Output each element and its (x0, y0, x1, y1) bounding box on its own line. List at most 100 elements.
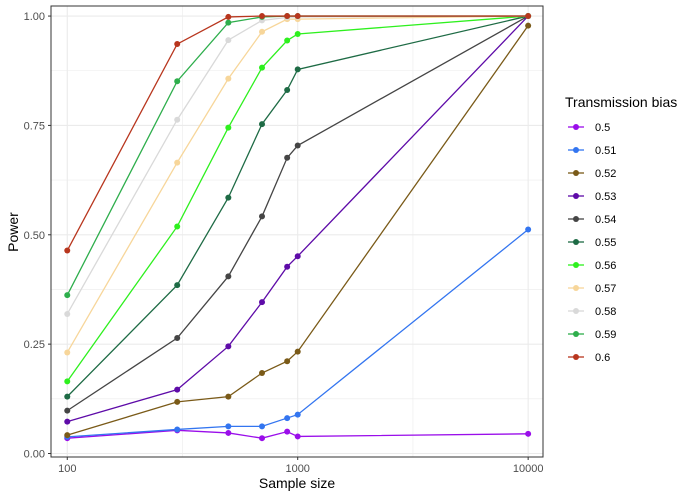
data-point (174, 41, 181, 48)
data-point (225, 273, 232, 280)
series-0.52 (64, 22, 532, 439)
legend-item: 0.51 (568, 145, 616, 157)
series-group (64, 13, 532, 442)
data-point (174, 116, 181, 123)
data-point (225, 423, 232, 430)
y-tick-label: 0.75 (24, 120, 45, 132)
data-point (525, 13, 532, 20)
data-point (225, 393, 232, 400)
legend-item: 0.52 (568, 168, 616, 180)
x-tick-label: 100 (58, 463, 76, 475)
data-point (64, 310, 71, 317)
panel-border (50, 5, 544, 458)
legend-key-point (573, 331, 579, 337)
legend-title: Transmission bias (565, 94, 677, 110)
data-point (174, 335, 181, 342)
legend-item: 0.56 (568, 260, 616, 272)
data-point (259, 299, 266, 306)
data-point (64, 418, 71, 425)
legend-key-point (573, 170, 579, 176)
data-point (294, 30, 301, 37)
legend-key-point (573, 124, 579, 130)
legend-key-point (573, 262, 579, 268)
x-tick-label: 10000 (513, 463, 544, 475)
legend-key-point (573, 354, 579, 360)
legend-key-point (573, 193, 579, 199)
legend-item: 0.53 (568, 191, 616, 203)
data-point (294, 348, 301, 355)
data-point (259, 370, 266, 377)
legend-key-point (573, 216, 579, 222)
legend-key-point (573, 308, 579, 314)
data-point (294, 433, 301, 440)
data-point (284, 263, 291, 270)
series-0.51 (64, 226, 532, 440)
legend-key-point (573, 239, 579, 245)
x-axis-title: Sample size (259, 475, 335, 491)
data-point (174, 426, 181, 433)
legend: Transmission bias 0.5 0.51 0.52 0.53 0.54 0.5… (565, 94, 677, 364)
data-point (284, 37, 291, 44)
legend-item: 0.54 (568, 214, 616, 226)
data-point (294, 66, 301, 73)
y-tick-label: 0.00 (24, 449, 45, 461)
legend-label: 0.57 (595, 283, 616, 295)
data-point (294, 142, 301, 149)
data-point (225, 19, 232, 26)
legend-item: 0.6 (568, 352, 610, 364)
legend-label: 0.6 (595, 352, 610, 364)
data-point (259, 423, 266, 430)
data-point (64, 349, 71, 356)
legend-item: 0.5 (568, 122, 610, 134)
data-point (284, 13, 291, 20)
data-point (525, 226, 532, 233)
x-tick-label: 1000 (285, 463, 309, 475)
legend-key-point (573, 285, 579, 291)
legend-label: 0.5 (595, 122, 610, 134)
data-point (294, 253, 301, 260)
y-tick-label: 1.00 (24, 11, 45, 23)
data-point (64, 407, 71, 414)
data-point (225, 194, 232, 201)
data-point (259, 64, 266, 71)
legend-item: 0.59 (568, 329, 616, 341)
series-0.56 (64, 13, 532, 385)
data-point (174, 78, 181, 85)
legend-label: 0.51 (595, 145, 616, 157)
legend-key-point (573, 147, 579, 153)
data-point (174, 398, 181, 405)
data-point (284, 86, 291, 93)
axes-group: 0.00 0.25 0.50 0.75 1.00 100 1000 10000 (24, 11, 544, 475)
y-tick-label: 0.50 (24, 230, 45, 242)
legend-item: 0.55 (568, 237, 616, 249)
data-point (225, 124, 232, 131)
data-point (284, 415, 291, 422)
data-point (225, 429, 232, 436)
panel-background (51, 6, 543, 457)
data-point (64, 292, 71, 299)
legend-label: 0.54 (595, 214, 616, 226)
data-point (294, 411, 301, 418)
legend-label: 0.52 (595, 168, 616, 180)
legend-label: 0.53 (595, 191, 616, 203)
y-axis-title: Power (5, 212, 21, 252)
data-point (225, 13, 232, 20)
data-point (64, 393, 71, 400)
data-point (225, 75, 232, 82)
legend-label: 0.59 (595, 329, 616, 341)
legend-label: 0.56 (595, 260, 616, 272)
data-point (284, 428, 291, 435)
y-tick-label: 0.25 (24, 339, 45, 351)
data-point (64, 378, 71, 385)
data-point (259, 435, 266, 442)
legend-item: 0.57 (568, 283, 616, 295)
data-point (525, 430, 532, 437)
data-point (174, 386, 181, 393)
data-point (259, 28, 266, 35)
data-point (174, 159, 181, 166)
data-point (259, 213, 266, 220)
data-point (284, 358, 291, 365)
data-point (294, 13, 301, 20)
data-point (225, 37, 232, 44)
